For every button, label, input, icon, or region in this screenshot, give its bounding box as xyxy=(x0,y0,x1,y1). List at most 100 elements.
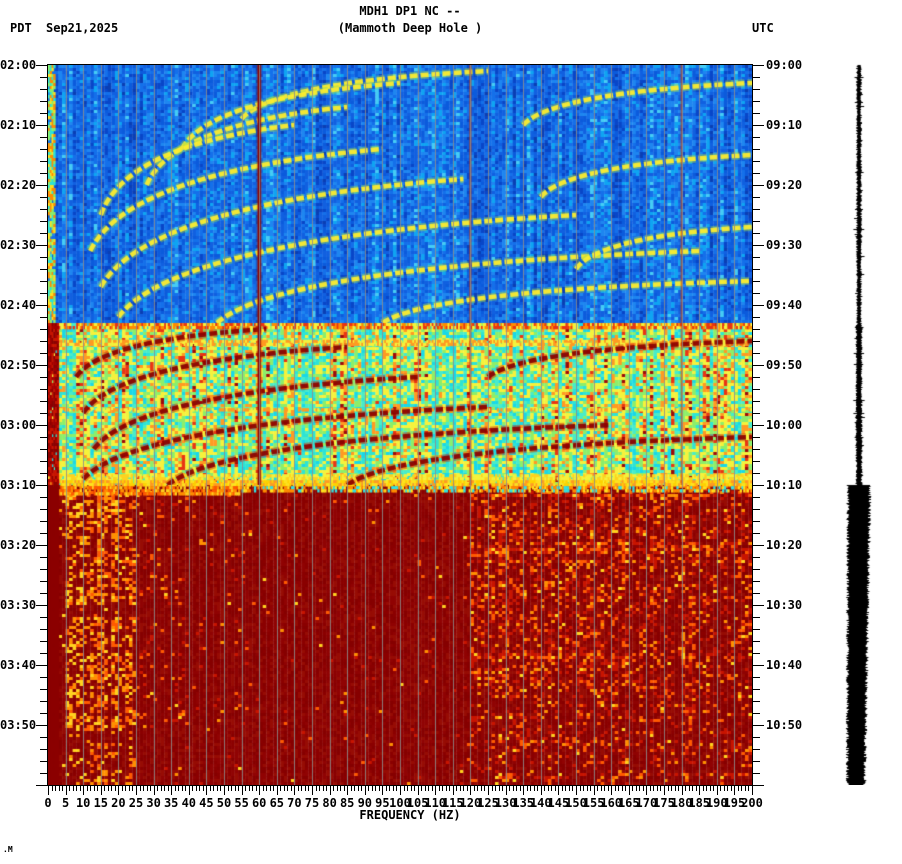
freq-tick-label: 85 xyxy=(339,796,355,810)
time-tick-left xyxy=(40,233,47,234)
freq-tick-label: 125 xyxy=(477,796,499,810)
freq-tick xyxy=(273,786,275,791)
freq-tick-label: 160 xyxy=(600,796,623,810)
time-tick-left xyxy=(40,209,47,210)
freq-tick xyxy=(58,786,60,791)
time-label-utc: 09:30 xyxy=(766,238,803,252)
freq-tick-label: 175 xyxy=(653,796,675,810)
time-tick-right xyxy=(753,617,760,618)
freq-tick-label: 170 xyxy=(635,796,658,810)
freq-tick xyxy=(417,786,419,795)
freq-tick xyxy=(537,786,539,791)
freq-tick xyxy=(625,786,627,791)
freq-tick xyxy=(730,786,732,791)
time-tick-left xyxy=(40,161,47,162)
freq-tick xyxy=(431,786,433,791)
freq-tick xyxy=(290,786,292,791)
freq-tick-label: 65 xyxy=(269,796,285,810)
time-tick-left xyxy=(40,413,47,414)
freq-tick xyxy=(688,786,690,791)
freq-tick-label: 200 xyxy=(741,796,763,810)
freq-tick xyxy=(255,786,257,791)
freq-tick xyxy=(452,786,454,795)
freq-tick-label: 40 xyxy=(181,796,197,810)
freq-tick xyxy=(164,786,166,791)
time-tick-right xyxy=(753,773,760,774)
time-tick-left xyxy=(40,197,47,198)
freq-tick xyxy=(361,786,363,791)
freq-tick xyxy=(656,786,658,791)
freq-tick xyxy=(157,786,159,791)
freq-tick xyxy=(209,786,211,791)
freq-tick xyxy=(252,786,254,791)
freq-tick-label: 10 xyxy=(75,796,91,810)
time-label-utc: 10:10 xyxy=(766,478,803,492)
freq-tick xyxy=(674,786,676,791)
freq-tick xyxy=(178,786,180,791)
freq-tick-label: 30 xyxy=(146,796,161,810)
freq-tick xyxy=(593,786,595,795)
time-tick-left xyxy=(40,437,47,438)
freq-tick xyxy=(114,786,116,791)
time-tick-left xyxy=(40,329,47,330)
time-tick-left xyxy=(36,545,47,546)
freq-tick-label: 190 xyxy=(705,796,728,810)
time-label-utc: 10:40 xyxy=(766,658,803,672)
freq-tick xyxy=(414,786,416,791)
time-tick-left xyxy=(40,749,47,750)
time-label-pdt: 03:10 xyxy=(0,478,37,492)
time-tick-right xyxy=(753,689,760,690)
freq-tick xyxy=(681,786,683,795)
freq-tick-label: 20 xyxy=(111,796,126,810)
freq-tick xyxy=(132,786,134,791)
time-tick-left xyxy=(40,773,47,774)
freq-tick xyxy=(723,786,725,791)
freq-tick xyxy=(477,786,479,791)
freq-tick xyxy=(287,786,289,791)
time-tick-left xyxy=(36,125,47,126)
time-label-utc: 09:20 xyxy=(766,178,803,192)
freq-tick xyxy=(466,786,468,791)
freq-tick xyxy=(357,786,359,791)
freq-tick xyxy=(262,786,264,791)
time-tick-left xyxy=(40,641,47,642)
time-tick-left xyxy=(40,341,47,342)
time-tick-left xyxy=(40,737,47,738)
freq-tick xyxy=(76,786,78,791)
freq-tick xyxy=(590,786,592,791)
time-tick-left xyxy=(40,293,47,294)
freq-tick xyxy=(720,786,722,791)
freq-tick xyxy=(649,786,651,791)
freq-tick xyxy=(502,786,504,791)
freq-tick xyxy=(301,786,303,791)
freq-tick xyxy=(621,786,623,791)
freq-tick xyxy=(280,786,282,791)
time-label-pdt: 03:20 xyxy=(0,538,37,552)
time-label-pdt: 02:20 xyxy=(0,178,37,192)
freq-tick xyxy=(727,786,729,791)
freq-tick xyxy=(385,786,387,791)
time-tick-right xyxy=(753,77,760,78)
time-tick-left xyxy=(40,569,47,570)
time-tick-left xyxy=(40,101,47,102)
freq-tick xyxy=(473,786,475,791)
time-label-utc: 10:50 xyxy=(766,718,803,732)
time-tick-left xyxy=(36,425,47,426)
time-tick-left xyxy=(40,173,47,174)
freq-tick xyxy=(202,786,204,791)
freq-tick xyxy=(664,786,665,795)
freq-tick xyxy=(551,786,553,791)
freq-tick xyxy=(614,786,616,791)
freq-tick xyxy=(607,786,609,791)
freq-tick xyxy=(484,786,486,791)
freq-tick xyxy=(51,786,53,791)
freq-tick xyxy=(523,786,525,795)
time-tick-right xyxy=(753,353,760,354)
timezone-right-label: UTC xyxy=(752,21,774,35)
time-tick-right xyxy=(753,245,764,246)
freq-tick xyxy=(572,786,574,791)
freq-tick-label: 25 xyxy=(128,796,144,810)
freq-tick xyxy=(276,786,278,795)
time-tick-right xyxy=(753,485,764,486)
freq-tick-label: 130 xyxy=(494,796,517,810)
